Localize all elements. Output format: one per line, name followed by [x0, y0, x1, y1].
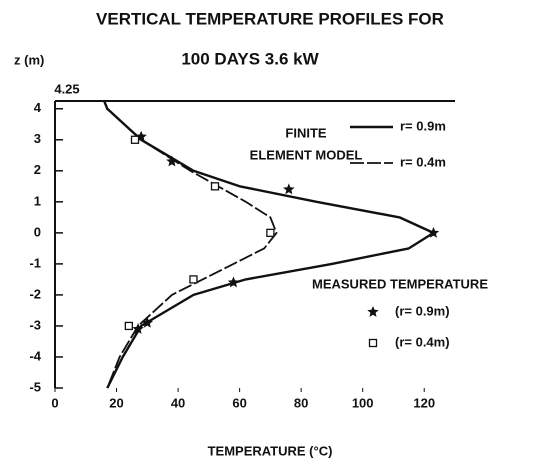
y-tick-label: -5	[29, 379, 41, 394]
y-tick-label: -4	[29, 348, 41, 363]
measured-point	[283, 183, 295, 195]
measured-point	[135, 130, 147, 142]
x-tick-label: 100	[352, 395, 374, 410]
x-tick-label: 20	[109, 395, 123, 410]
legend-label: r= 0.9m	[400, 118, 446, 133]
measured-point	[132, 323, 144, 334]
y-tick-label: 3	[34, 131, 41, 146]
measured-point	[427, 226, 440, 238]
model-curve	[103, 100, 278, 389]
measured-point	[166, 155, 178, 167]
legend-label: (r= 0.9m)	[395, 303, 450, 318]
legend-label: r= 0.4m	[400, 154, 446, 169]
y-tick-label: -3	[29, 317, 41, 332]
chart-title: VERTICAL TEMPERATURE PROFILES FOR	[96, 9, 444, 28]
y-tick-label: 4	[34, 100, 42, 115]
chart-subtitle: 100 DAYS 3.6 kW	[181, 49, 319, 68]
x-tick-label: 80	[294, 395, 308, 410]
legend-label: (r= 0.4m)	[395, 334, 450, 349]
x-axis-label: TEMPERATURE (°C)	[208, 443, 333, 458]
y-tick-label: 4.25	[54, 81, 79, 96]
measured-point	[266, 228, 275, 238]
annotation: FINITE	[285, 125, 326, 140]
x-tick-label: 60	[232, 395, 246, 410]
x-tick-label: 0	[51, 395, 58, 410]
measured-point	[189, 275, 198, 284]
y-tick-label: 1	[34, 193, 41, 208]
annotation: MEASURED TEMPERATURE	[312, 276, 488, 291]
y-tick-label: 2	[34, 162, 41, 177]
measured-point	[210, 182, 220, 191]
y-axis-label: z (m)	[14, 52, 44, 67]
y-tick-label: -2	[29, 286, 41, 301]
legend-marker	[368, 338, 378, 348]
model-curve	[103, 100, 435, 389]
measured-point	[141, 316, 153, 328]
y-tick-label: 0	[34, 224, 41, 239]
measured-point	[227, 276, 240, 288]
x-tick-label: 40	[171, 395, 185, 410]
y-tick-label: -1	[29, 255, 41, 270]
legend-marker	[367, 306, 379, 317]
x-tick-label: 120	[413, 395, 435, 410]
measured-point	[130, 135, 140, 144]
annotation: ELEMENT MODEL	[250, 147, 363, 162]
measured-point	[124, 321, 133, 331]
